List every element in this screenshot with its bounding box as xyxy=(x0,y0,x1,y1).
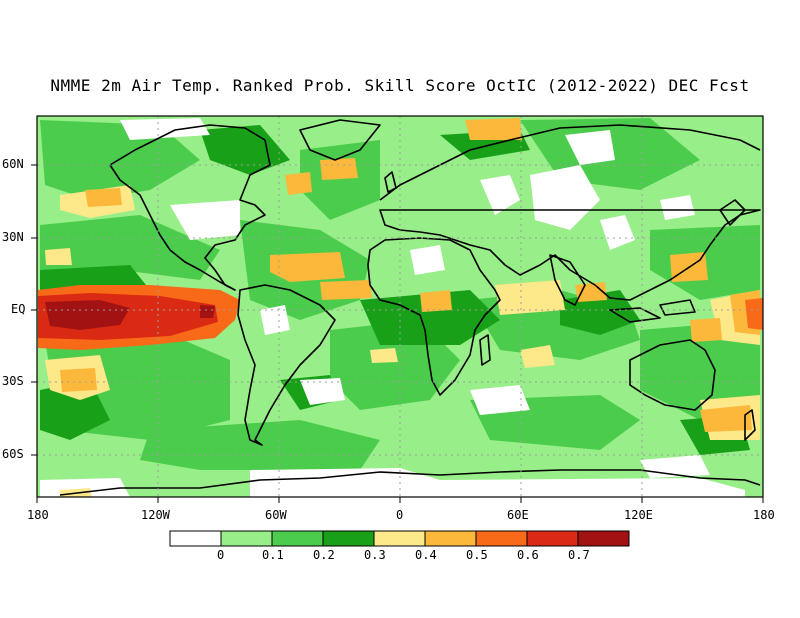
colorbar-label: 0.2 xyxy=(313,548,335,562)
lon-label-60w: 60W xyxy=(265,508,287,522)
colorbar-label: 0.5 xyxy=(466,548,488,562)
colorbar-swatch xyxy=(169,530,222,547)
colorbar-swatch xyxy=(577,530,630,547)
lon-label-60e: 60E xyxy=(507,508,529,522)
lon-label-180w: 180 xyxy=(27,508,49,522)
coastline-antarctica xyxy=(59,469,761,496)
axis-ticks xyxy=(31,164,764,503)
lat-label-60n: 60N xyxy=(2,157,24,171)
colorbar-swatch xyxy=(475,530,528,547)
lat-label-30s: 30S xyxy=(2,374,24,388)
lon-label-120w: 120W xyxy=(141,508,170,522)
lon-label-180e: 180 xyxy=(753,508,775,522)
orange-regions xyxy=(60,118,760,432)
colorbar-label: 0.6 xyxy=(517,548,539,562)
colorbar-swatch xyxy=(424,530,477,547)
map-title: NMME 2m Air Temp. Ranked Prob. Skill Sco… xyxy=(50,76,750,95)
lat-label-30n: 30N xyxy=(2,230,24,244)
coastline-africa xyxy=(367,237,501,396)
graticule xyxy=(37,116,763,497)
colorbar-swatch xyxy=(271,530,324,547)
lat-label-eq: EQ xyxy=(11,302,26,316)
colorbar-label: 0.3 xyxy=(364,548,386,562)
coastline-india xyxy=(549,254,586,306)
coastline-south-america xyxy=(237,284,336,446)
lon-label-0: 0 xyxy=(396,508,404,522)
coastline-north-america xyxy=(109,124,271,291)
lon-label-120e: 120E xyxy=(624,508,653,522)
coastline-eurasia xyxy=(379,124,761,301)
colorbar-swatch xyxy=(220,530,273,547)
colorbar-swatch xyxy=(526,530,579,547)
colorbar-label: 0.7 xyxy=(568,548,590,562)
coastlines xyxy=(59,119,761,496)
pacific-darkred-core xyxy=(45,300,130,330)
coastline-greenland xyxy=(299,119,381,161)
lat-label-60s: 60S xyxy=(2,447,24,461)
colorbar-swatch xyxy=(373,530,426,547)
colorbar-label: 0 xyxy=(217,548,225,562)
white-regions xyxy=(40,118,745,497)
colorbar xyxy=(169,530,630,547)
colorbar-swatch xyxy=(322,530,375,547)
coastline-australia xyxy=(629,339,716,411)
colorbar-label: 0.4 xyxy=(415,548,437,562)
colorbar-label: 0.1 xyxy=(262,548,284,562)
